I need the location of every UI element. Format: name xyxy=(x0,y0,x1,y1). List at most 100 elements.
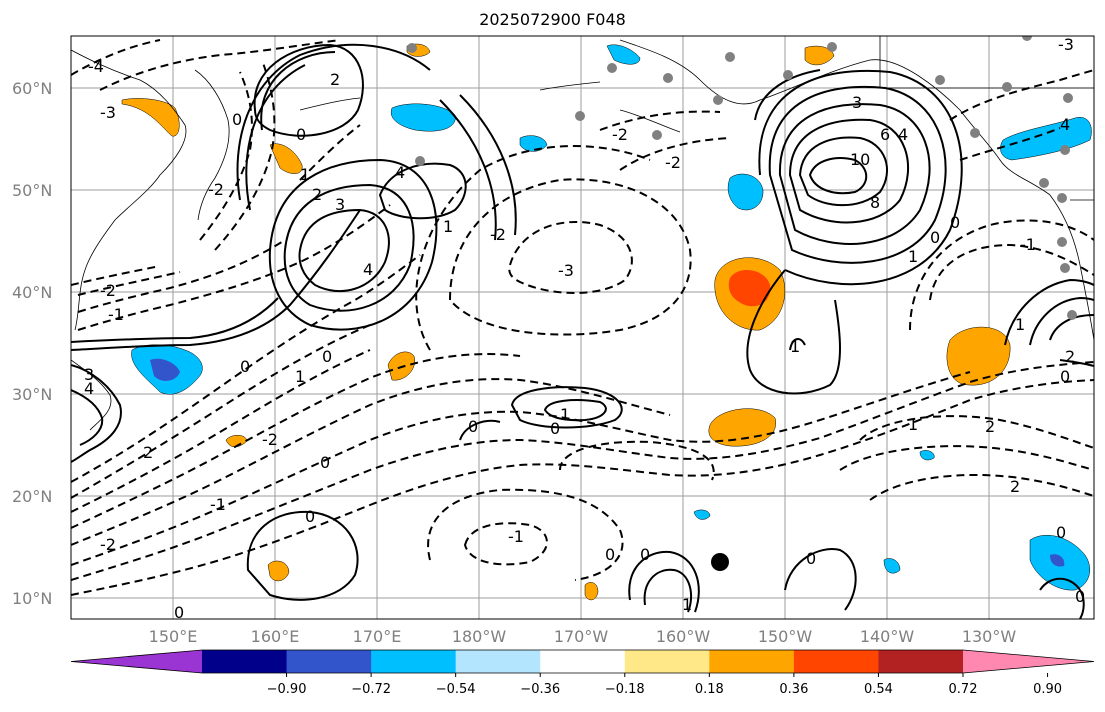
shade-orange-region xyxy=(584,582,599,601)
contour-label: 4 xyxy=(84,379,94,398)
contour-label: 0 xyxy=(806,549,816,568)
shade-blue-region xyxy=(1050,554,1065,567)
contour-label: 4 xyxy=(898,125,908,144)
contour-label: -2 xyxy=(208,180,224,199)
colorbar-swatch xyxy=(286,650,372,673)
contour-label: 4 xyxy=(1060,115,1070,134)
contour-label: 2 xyxy=(330,70,340,89)
contour-label: 0 xyxy=(550,419,560,438)
contour-label: -3 xyxy=(100,103,116,122)
station-marker xyxy=(663,73,673,83)
contour-label: -2 xyxy=(262,430,278,449)
contour-label: -2 xyxy=(612,125,628,144)
contour-label: 8 xyxy=(870,193,880,212)
contour-label: 4 xyxy=(363,260,373,279)
contour-label: 0 xyxy=(930,228,940,247)
colorbar-swatch xyxy=(455,650,541,673)
negative-contours xyxy=(71,39,1094,596)
lon-label: 160°W xyxy=(656,627,711,646)
contour-label: -1 xyxy=(210,495,226,514)
station-marker xyxy=(1022,36,1032,41)
colorbar-swatch xyxy=(540,650,626,673)
colorbar-tick-label: −0.18 xyxy=(605,682,645,697)
station-marker xyxy=(1057,237,1067,247)
station-marker xyxy=(575,111,585,121)
contour-label: 1 xyxy=(682,595,692,614)
contour-label: 3 xyxy=(335,195,345,214)
contour-label: -2 xyxy=(100,535,116,554)
station-marker xyxy=(1063,93,1073,103)
contour-label: 0 xyxy=(305,507,315,526)
shade-blue-region xyxy=(727,173,764,211)
colorbar-tick-label: 0.54 xyxy=(864,682,893,697)
map-frame xyxy=(70,35,1095,620)
lon-label: 150°W xyxy=(758,627,813,646)
shade-orange-region xyxy=(267,560,290,582)
station-marker xyxy=(713,95,723,105)
contour-label: -2 xyxy=(490,225,506,244)
lon-label: 170°E xyxy=(353,627,402,646)
contour-label: -1 xyxy=(1020,235,1036,254)
colorbar-swatch xyxy=(71,650,202,673)
lon-label: 170°W xyxy=(554,627,609,646)
contour-label: 1 xyxy=(790,337,800,356)
colorbar-tick-label: −0.90 xyxy=(267,682,307,697)
station-marker xyxy=(1039,178,1049,188)
lon-label: 140°W xyxy=(860,627,915,646)
station-marker xyxy=(407,43,417,53)
contour-label: 0 xyxy=(950,213,960,232)
shade-orange-region xyxy=(946,326,1011,386)
shade-blue-region xyxy=(606,44,641,65)
station-marker xyxy=(1057,193,1067,203)
station-marker xyxy=(1002,82,1012,92)
colorbar-swatch xyxy=(963,650,1094,673)
contour-label: 6 xyxy=(880,125,890,144)
station-marker xyxy=(1067,310,1077,320)
contour-label: 0 xyxy=(296,125,306,144)
contour-label: 0 xyxy=(1060,367,1070,386)
station-marker xyxy=(725,52,735,62)
contour-label: -4 xyxy=(88,57,104,76)
gridlines xyxy=(71,36,1094,619)
contour-label: 0 xyxy=(468,417,478,436)
shade-orange-region xyxy=(121,98,180,137)
colorbar-tick-label: −0.54 xyxy=(436,682,476,697)
colorbar-tick-label: 0.36 xyxy=(779,682,808,697)
colorbar-tick-label: 0.72 xyxy=(949,682,978,697)
lat-label: 30°N xyxy=(12,385,52,404)
latitude-labels: 60°N 50°N 40°N 30°N 20°N 10°N xyxy=(12,79,52,608)
station-marker xyxy=(652,130,662,140)
contour-label: 2 xyxy=(1065,347,1075,366)
station-marker xyxy=(783,70,793,80)
contour-label: 0 xyxy=(605,545,615,564)
contour-label: 3 xyxy=(84,365,94,384)
lat-label: 40°N xyxy=(12,283,52,302)
contour-label: -2 xyxy=(665,153,681,172)
colorbar-swatch xyxy=(793,650,879,673)
contour-label: 0 xyxy=(174,603,184,622)
contour-label: 3 xyxy=(852,93,862,112)
kamchatka-coastline xyxy=(194,69,230,221)
north-america-coastline xyxy=(1049,194,1094,341)
map-area xyxy=(71,36,1094,619)
colorbar-tick-label: −0.36 xyxy=(520,682,560,697)
shade-blue-region xyxy=(883,558,901,574)
shade-lightblue-region xyxy=(390,103,456,132)
colorbar: −0.90 −0.72 −0.54 −0.36 −0.18 0.18 0.36 0.54 0.7… xyxy=(70,649,1095,697)
contour-label: 0 xyxy=(322,347,332,366)
contour-label: 1 xyxy=(295,367,305,386)
shade-blue-region xyxy=(519,135,548,152)
aleutian-islands xyxy=(299,81,681,133)
shade-orange-region xyxy=(269,143,303,174)
shade-orange-region xyxy=(804,45,835,66)
contour-label: -1 xyxy=(108,305,124,324)
station-marker xyxy=(827,42,837,52)
lon-label: 150°E xyxy=(149,627,198,646)
contour-label: 1 xyxy=(560,405,570,424)
alaska-coastline xyxy=(619,39,1051,196)
station-marker xyxy=(1060,263,1070,273)
contour-label: 1 xyxy=(300,165,310,184)
contour-label: 0 xyxy=(1075,587,1085,606)
colorbar-swatch xyxy=(371,650,457,673)
colorbar-swatch xyxy=(202,650,288,673)
